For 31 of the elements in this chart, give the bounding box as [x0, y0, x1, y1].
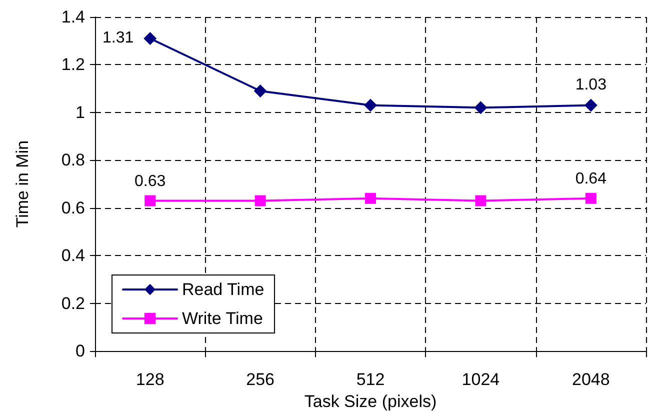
- point: [584, 98, 598, 112]
- x-axis-title: Task Size (pixels): [304, 392, 437, 411]
- point: [585, 192, 596, 204]
- x-tick-label: 256: [246, 370, 274, 390]
- point: [144, 195, 156, 206]
- x-tick-label: 1024: [462, 370, 500, 390]
- y-tick-label: 1: [76, 102, 85, 122]
- point: [364, 98, 377, 112]
- y-tick-label: 0.2: [61, 294, 85, 313]
- point: [475, 195, 486, 206]
- x-tick-label: 512: [356, 370, 385, 390]
- point: [254, 84, 267, 98]
- point: [365, 192, 376, 204]
- y-tick-label: 0: [76, 342, 85, 361]
- y-tick-label: 0.6: [61, 198, 85, 218]
- data-label: 1.03: [575, 76, 607, 94]
- point: [254, 195, 266, 206]
- x-tick-label: 2048: [572, 370, 610, 390]
- y-axis-title: Time in Min: [13, 140, 32, 228]
- legend-label: Read Time: [182, 280, 264, 299]
- y-tick-label: 0.8: [61, 150, 85, 170]
- point: [144, 32, 157, 45]
- legend-label: Write Time: [182, 309, 263, 328]
- y-tick-label: 1.2: [61, 55, 85, 74]
- data-label: 0.63: [134, 172, 166, 190]
- y-tick-label: 0.4: [61, 246, 85, 266]
- data-label: 1.31: [102, 29, 134, 46]
- point: [474, 101, 488, 114]
- data-label: 0.64: [575, 170, 607, 188]
- x-tick-label: 128: [136, 370, 164, 390]
- y-tick-label: 1.4: [61, 8, 85, 26]
